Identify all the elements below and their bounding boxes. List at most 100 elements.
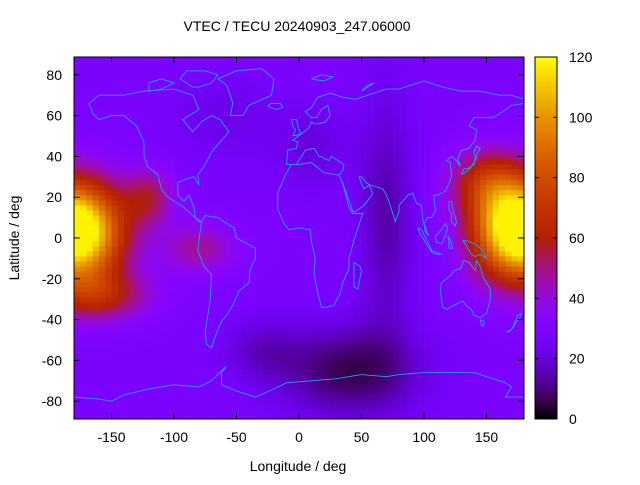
heatmap-cell	[136, 199, 144, 206]
heatmap-cell	[286, 62, 294, 68]
heatmap-cell	[230, 403, 238, 410]
heatmap-cell	[305, 291, 313, 298]
heatmap-cell	[167, 148, 175, 155]
heatmap-cell	[86, 67, 94, 73]
heatmap-cell	[249, 215, 256, 221]
heatmap-cell	[299, 368, 306, 374]
heatmap-cell	[355, 245, 363, 252]
heatmap-cell	[492, 118, 500, 124]
heatmap-cell	[411, 286, 419, 293]
heatmap-cell	[342, 169, 350, 175]
heatmap-cell	[474, 357, 481, 364]
heatmap-cell	[199, 266, 206, 272]
heatmap-cell	[92, 148, 100, 155]
heatmap-cell	[424, 153, 431, 160]
heatmap-cell	[411, 123, 419, 129]
heatmap-cell	[317, 291, 325, 298]
heatmap-cell	[111, 266, 119, 272]
heatmap-cell	[286, 87, 294, 94]
heatmap-cell	[499, 362, 506, 369]
heatmap-cell	[217, 291, 225, 298]
heatmap-cell	[474, 204, 481, 211]
heatmap-cell	[217, 311, 225, 318]
heatmap-cell	[436, 266, 444, 272]
heatmap-cell	[99, 169, 106, 175]
heatmap-cell	[474, 342, 481, 349]
heatmap-cell	[111, 123, 119, 129]
heatmap-cell	[405, 220, 413, 226]
heatmap-cell	[461, 184, 469, 191]
heatmap-cell	[461, 276, 469, 282]
heatmap-cell	[430, 153, 438, 160]
heatmap-cell	[374, 322, 381, 328]
heatmap-cell	[92, 342, 100, 349]
heatmap-cell	[161, 215, 169, 221]
heatmap-cell	[486, 179, 494, 186]
heatmap-cell	[167, 281, 175, 288]
heatmap-cell	[380, 113, 388, 119]
heatmap-cell	[424, 337, 431, 344]
heatmap-cell	[261, 260, 269, 267]
heatmap-cell	[380, 266, 388, 272]
heatmap-cell	[186, 255, 194, 262]
heatmap-cell	[411, 245, 419, 252]
heatmap-cell	[267, 281, 275, 288]
heatmap-cell	[480, 148, 488, 155]
heatmap-cell	[230, 245, 238, 252]
heatmap-cell	[361, 276, 369, 282]
heatmap-cell	[136, 143, 144, 150]
heatmap-cell	[217, 128, 225, 135]
heatmap-cell	[461, 342, 469, 349]
heatmap-cell	[317, 204, 325, 211]
heatmap-cell	[86, 276, 94, 282]
heatmap-cell	[267, 408, 275, 415]
heatmap-cell	[167, 383, 175, 390]
heatmap-cell	[149, 169, 156, 175]
heatmap-cell	[386, 209, 394, 216]
heatmap-cell	[86, 368, 94, 374]
heatmap-cell	[149, 230, 156, 237]
heatmap-cell	[474, 128, 481, 135]
heatmap-cell	[242, 388, 250, 395]
heatmap-cell	[361, 250, 369, 257]
heatmap-cell	[236, 204, 244, 211]
heatmap-cell	[474, 373, 481, 379]
heatmap-cell	[105, 123, 113, 129]
heatmap-cell	[242, 123, 250, 129]
heatmap-cell	[367, 255, 375, 262]
heatmap-cell	[124, 92, 131, 99]
heatmap-cell	[449, 143, 456, 150]
heatmap-cell	[499, 87, 506, 94]
heatmap-cell	[330, 164, 338, 170]
heatmap-cell	[424, 408, 431, 415]
heatmap-cell	[230, 393, 238, 400]
heatmap-cell	[355, 362, 363, 369]
heatmap-cell	[224, 327, 231, 333]
heatmap-cell	[411, 133, 419, 140]
heatmap-cell	[442, 148, 450, 155]
heatmap-cell	[442, 220, 450, 226]
heatmap-cell	[424, 352, 431, 359]
heatmap-cell	[461, 378, 469, 384]
heatmap-cell	[311, 82, 319, 89]
heatmap-cell	[324, 413, 331, 419]
heatmap-cell	[430, 362, 438, 369]
heatmap-cell	[330, 398, 338, 405]
heatmap-cell	[305, 67, 313, 73]
heatmap-cell	[92, 383, 100, 390]
heatmap-cell	[361, 357, 369, 364]
heatmap-cell	[99, 301, 106, 308]
heatmap-cell	[180, 347, 188, 354]
heatmap-cell	[436, 352, 444, 359]
heatmap-cell	[424, 403, 431, 410]
heatmap-cell	[192, 245, 200, 252]
heatmap-cell	[130, 148, 138, 155]
heatmap-cell	[186, 143, 194, 150]
heatmap-cell	[249, 291, 256, 298]
heatmap-cell	[467, 286, 475, 293]
heatmap-cell	[92, 102, 100, 109]
heatmap-cell	[367, 311, 375, 318]
heatmap-cell	[99, 271, 106, 277]
heatmap-cell	[99, 311, 106, 318]
heatmap-cell	[217, 352, 225, 359]
